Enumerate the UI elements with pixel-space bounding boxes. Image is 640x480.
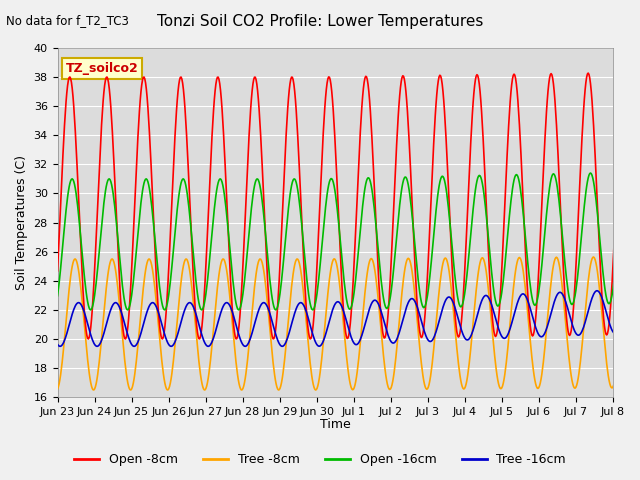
Text: TZ_soilco2: TZ_soilco2: [66, 62, 139, 75]
Text: No data for f_T2_TC3: No data for f_T2_TC3: [6, 14, 129, 27]
Legend: Open -8cm, Tree -8cm, Open -16cm, Tree -16cm: Open -8cm, Tree -8cm, Open -16cm, Tree -…: [69, 448, 571, 471]
X-axis label: Time: Time: [320, 419, 351, 432]
Y-axis label: Soil Temperatures (C): Soil Temperatures (C): [15, 155, 28, 290]
Text: Tonzi Soil CO2 Profile: Lower Temperatures: Tonzi Soil CO2 Profile: Lower Temperatur…: [157, 14, 483, 29]
